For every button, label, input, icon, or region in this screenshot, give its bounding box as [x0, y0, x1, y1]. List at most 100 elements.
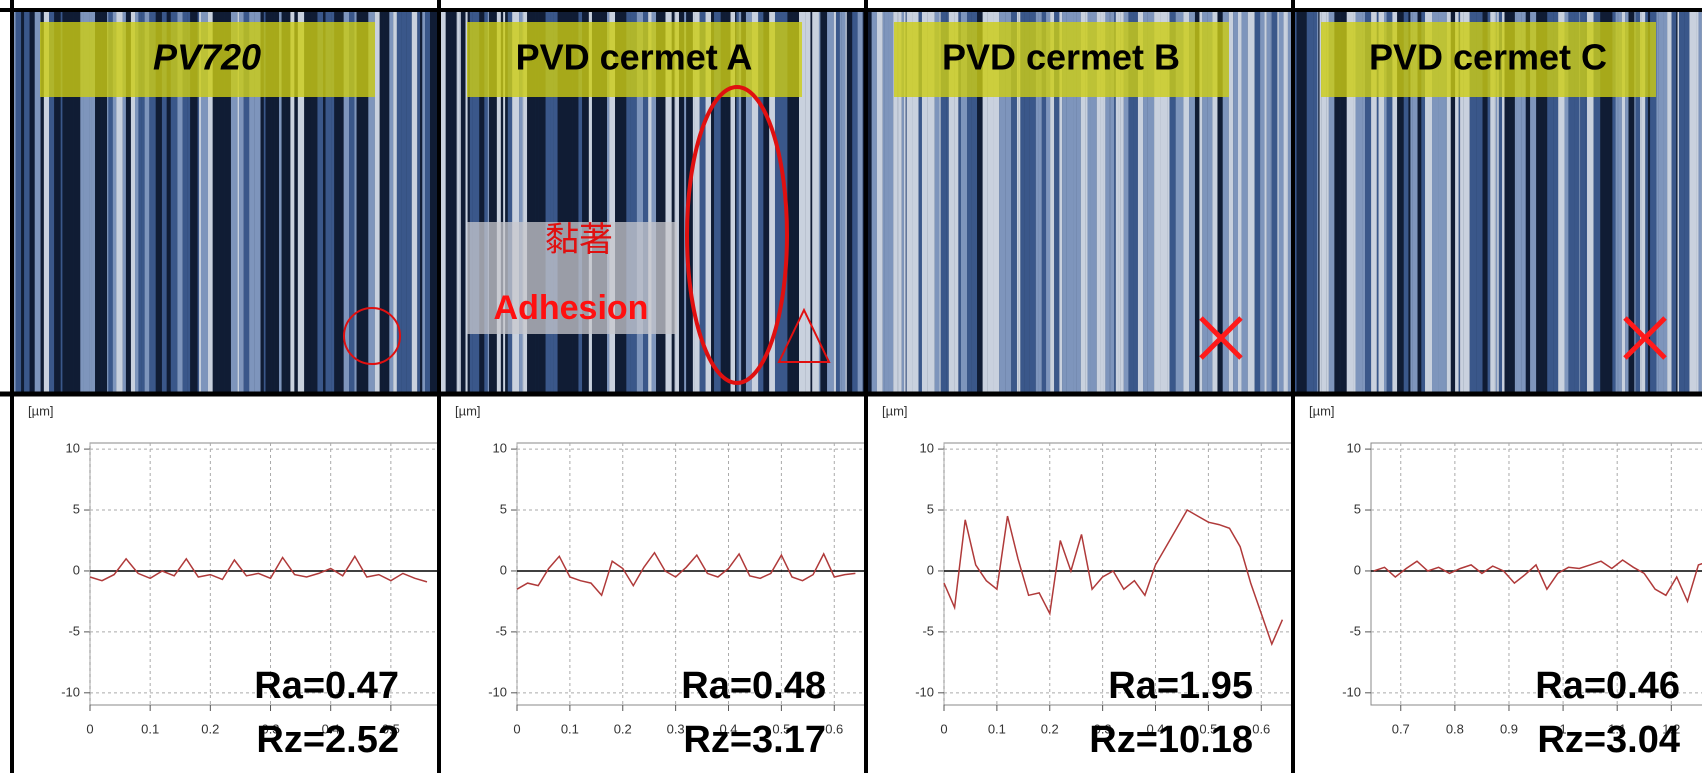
texture-stripe [1378, 12, 1385, 392]
y-tick-label: 0 [500, 562, 507, 577]
texture-stripe [472, 12, 480, 392]
texture-stripe [745, 12, 752, 392]
y-tick-label: 10 [1347, 441, 1361, 456]
title-box [467, 22, 802, 97]
texture-stripe [1103, 12, 1106, 392]
texture-stripe [827, 12, 834, 392]
texture-stripe [1656, 12, 1659, 392]
texture-stripe [1066, 12, 1074, 392]
texture-stripe [494, 12, 497, 392]
texture-stripe [439, 12, 446, 392]
texture-stripe [451, 12, 457, 392]
texture-stripe [1328, 12, 1335, 392]
texture-stripe [431, 12, 438, 392]
texture-stripe [699, 12, 706, 392]
texture-stripe [122, 12, 126, 392]
texture-stripe [519, 12, 523, 392]
texture-stripe [465, 12, 468, 392]
texture-stripe [1090, 12, 1097, 392]
rating-cross [1623, 316, 1667, 360]
texture-stripe [304, 12, 311, 392]
texture-stripe [200, 12, 208, 392]
texture-stripe [960, 12, 968, 392]
texture-stripe [1346, 12, 1354, 392]
texture-stripe [425, 12, 430, 392]
texture-stripe [239, 12, 244, 392]
texture-stripe [1580, 12, 1586, 392]
texture-stripe [1096, 12, 1101, 392]
texture-stripe [912, 12, 919, 392]
texture-stripe [557, 12, 563, 392]
roughness-rz: Rz=2.52 [256, 719, 399, 761]
texture-stripe [1120, 12, 1124, 392]
texture-stripe [643, 12, 649, 392]
profile-line [943, 508, 1284, 647]
texture-stripe [254, 12, 261, 392]
plot-bg [516, 442, 867, 706]
texture-stripe [1539, 12, 1545, 392]
texture-stripe [1516, 12, 1522, 392]
texture-stripe [489, 12, 495, 392]
texture-stripe [939, 12, 941, 392]
texture-stripe [1504, 12, 1510, 392]
panel-title: PVD cermet A [516, 37, 753, 78]
texture-stripe [934, 12, 940, 392]
texture-stripe [751, 12, 759, 392]
texture-stripe [1676, 12, 1678, 392]
texture-stripe [224, 12, 231, 392]
texture-stripe [1650, 12, 1657, 392]
texture-stripe [1376, 12, 1379, 392]
texture-stripe [1143, 12, 1148, 392]
texture-stripe [379, 12, 384, 392]
texture-stripe [888, 12, 894, 392]
texture-stripe [34, 12, 41, 392]
texture-stripe [714, 12, 721, 392]
texture-stripe [199, 12, 201, 392]
roughness-rz: Rz=3.17 [683, 719, 826, 761]
texture-stripe [374, 12, 380, 392]
texture-stripe [24, 12, 30, 392]
texture-stripe [1254, 12, 1261, 392]
texture-stripe [903, 12, 906, 392]
texture-stripe [987, 12, 994, 392]
texture-stripe [1011, 12, 1017, 392]
x-tick-label: 1.1 [1608, 721, 1626, 736]
x-tick-label: 0.4 [1146, 721, 1164, 736]
texture-stripe [1384, 12, 1387, 392]
texture-stripe [921, 12, 928, 392]
texture-stripe [1497, 12, 1499, 392]
texture-stripe [1536, 12, 1540, 392]
x-tick-label: 0.3 [261, 721, 279, 736]
texture-stripe [1105, 12, 1110, 392]
texture-stripe [763, 12, 770, 392]
texture-stripe [1194, 12, 1200, 392]
texture-stripe [999, 12, 1006, 392]
texture-stripe [545, 12, 551, 392]
texture-stripe [505, 12, 508, 392]
texture-stripe [1133, 12, 1138, 392]
texture-stripe [310, 12, 318, 392]
texture-stripe [460, 12, 466, 392]
texture-stripe [527, 12, 530, 392]
texture-stripe [1339, 12, 1341, 392]
texture-stripe [1490, 12, 1495, 392]
y-tick-label: -5 [922, 623, 934, 638]
texture-stripe [272, 12, 275, 392]
x-tick-label: 0.2 [1041, 721, 1059, 736]
texture-stripe [1438, 12, 1446, 392]
profile-line [1373, 559, 1702, 604]
texture-stripe [884, 12, 889, 392]
x-tick-label: 0.6 [1252, 721, 1270, 736]
texture-stripe [553, 12, 558, 392]
texture-stripe [1110, 12, 1115, 392]
panel: PVD cermet C [µm] 10 5 0 -5 -10 0.7 0.8 0.9 1 1.1 1.… [1291, 0, 1702, 773]
roughness-ra: Ra=0.46 [1535, 665, 1680, 707]
texture-stripe [263, 12, 266, 392]
texture-stripe [1207, 12, 1213, 392]
texture-stripe [1137, 12, 1144, 392]
texture-stripe [1100, 12, 1104, 392]
texture-stripe [459, 12, 461, 392]
texture-stripe [818, 12, 821, 392]
texture-stripe [1684, 12, 1690, 392]
